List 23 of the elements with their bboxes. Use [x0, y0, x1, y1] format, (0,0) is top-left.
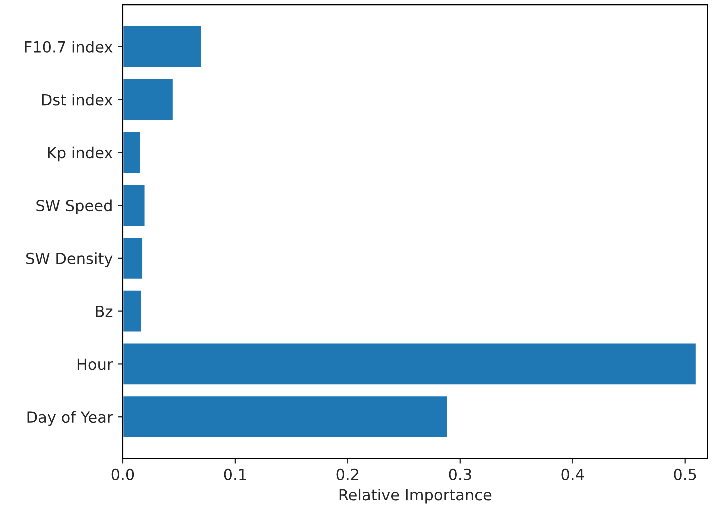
- y-tick-label: Day of Year: [28, 411, 114, 426]
- bar: [122, 25, 202, 69]
- bar: [122, 395, 449, 439]
- y-tick-label: Kp index: [48, 146, 113, 162]
- x-tick-label: 0.3: [449, 468, 472, 480]
- x-tick-label: 0.5: [674, 468, 696, 480]
- x-tick-label: 0.0: [112, 468, 134, 480]
- y-tick-label: Bz: [96, 306, 113, 318]
- bar: [122, 184, 146, 228]
- bar: [122, 342, 698, 386]
- y-tick-label: Dst index: [42, 94, 113, 106]
- x-tick-label: 0.1: [224, 468, 246, 480]
- y-tick-label: SW Density: [26, 252, 113, 268]
- bar: [122, 130, 142, 175]
- x-axis-title: Relative Importance: [340, 488, 492, 504]
- y-tick-label: Hour: [78, 358, 114, 370]
- bar: [122, 289, 143, 334]
- x-tick-label: 0.4: [562, 468, 584, 480]
- bar: [122, 78, 174, 122]
- y-tick-label: F10.7 index: [25, 41, 113, 53]
- bar: [122, 236, 144, 280]
- x-tick-label: 0.2: [336, 468, 359, 480]
- y-tick-label: SW Speed: [36, 200, 112, 215]
